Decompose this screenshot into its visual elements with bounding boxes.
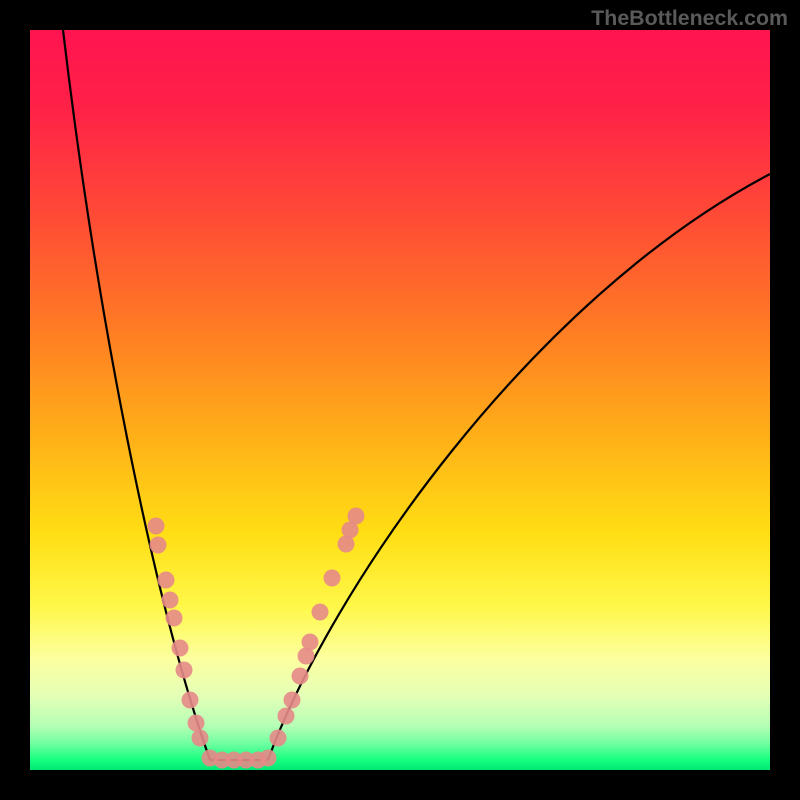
data-marker [260,750,277,767]
data-marker [284,692,301,709]
data-marker [158,572,175,589]
watermark-text: TheBottleneck.com [591,6,788,31]
data-marker [148,518,165,535]
data-marker [312,604,329,621]
data-marker [192,730,209,747]
bottleneck-chart [0,0,800,800]
data-marker [150,537,167,554]
plot-background [30,30,770,770]
data-marker [302,634,319,651]
data-marker [292,668,309,685]
data-marker [176,662,193,679]
data-marker [188,715,205,732]
data-marker [162,592,179,609]
data-marker [166,610,183,627]
data-marker [324,570,341,587]
data-marker [172,640,189,657]
data-marker [270,730,287,747]
data-marker [182,692,199,709]
data-marker [348,508,365,525]
chart-frame: TheBottleneck.com [0,0,800,800]
data-marker [278,708,295,725]
